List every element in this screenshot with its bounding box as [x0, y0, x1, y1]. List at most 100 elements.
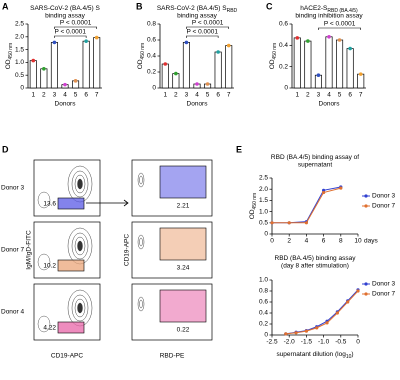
bar-dot: [226, 43, 231, 48]
y-tick-label: 1.0: [259, 277, 268, 284]
y-tick-label: 2.5: [15, 21, 24, 28]
chart-subtitle: binding assay: [45, 13, 85, 20]
y-tick-label: 0: [20, 85, 24, 92]
series-point: [304, 221, 308, 225]
chart-subtitle: supernatant: [298, 162, 333, 169]
contour: [71, 294, 89, 322]
annotation: P < 0.0001: [192, 20, 224, 27]
y-tick-label: 2.0: [259, 186, 268, 193]
legend-label: Donor 7: [372, 203, 396, 210]
series-point: [325, 321, 329, 325]
y-axis-label-part: OD: [5, 59, 12, 69]
annotation: P < 0.0001: [324, 21, 356, 28]
contour: [71, 170, 89, 198]
chart-title-part: RBD (BA.4/5): [327, 8, 358, 14]
y-tick-label: 0: [284, 85, 288, 92]
contour: [137, 234, 145, 250]
x-axis-label: Donors: [55, 101, 77, 108]
contour: [77, 302, 83, 314]
chart-subtitle: binding assay: [177, 13, 217, 20]
gate: [159, 227, 207, 261]
contour: [37, 253, 51, 271]
bar: [304, 40, 312, 89]
x-axis-label: CD19-APC: [51, 353, 83, 360]
annotation: P < 0.0001: [55, 29, 87, 36]
contour: [71, 232, 89, 260]
x-tick-label: 4: [195, 92, 199, 99]
legend-marker: [364, 204, 368, 208]
y-axis-label-part: OD: [249, 209, 256, 219]
bar-dot: [73, 79, 78, 83]
contour: [37, 191, 51, 209]
y-tick-label: 0: [264, 231, 268, 238]
legend-label: Donor 7: [372, 291, 396, 298]
x-tick-label: 2: [287, 238, 291, 245]
bar: [357, 73, 365, 89]
gate: [159, 165, 207, 199]
bar-dot: [31, 58, 36, 63]
bar: [29, 60, 37, 89]
contour: [139, 237, 143, 247]
bar-dot: [316, 73, 321, 77]
bar: [336, 39, 344, 89]
x-tick-label: 5: [74, 92, 78, 99]
x-tick-label: -1.5: [301, 339, 313, 346]
bar-dot: [306, 39, 310, 43]
x-tick-label: 8: [339, 238, 343, 245]
x-axis-label: Donors: [187, 101, 209, 108]
bar-dot: [216, 50, 220, 54]
gate-value: 3.24: [177, 265, 190, 272]
bar: [172, 73, 180, 89]
series-point: [356, 289, 360, 293]
panel-letter: B: [136, 1, 143, 11]
y-tick-label: 0.2: [147, 69, 156, 76]
bar: [182, 42, 190, 89]
bar: [225, 45, 233, 89]
x-tick-label: -0.5: [335, 339, 347, 346]
y-axis-label: OD450 nm: [269, 43, 279, 69]
contour: [137, 172, 145, 188]
contour: [37, 315, 51, 333]
x-tick-label: 2: [174, 92, 178, 99]
bar: [346, 48, 354, 89]
x-tick-label: 6: [348, 92, 352, 99]
row-label: Donor 3: [1, 185, 25, 192]
series-point: [346, 300, 350, 304]
gate: [57, 321, 85, 334]
bar-dot: [42, 67, 46, 71]
y-axis-label-part: OD: [137, 59, 144, 69]
series-point: [322, 188, 326, 192]
y-tick-label: 0.6: [147, 37, 156, 44]
x-tick-label: 5: [206, 92, 210, 99]
x-tick-label: 1: [31, 92, 35, 99]
bar: [325, 36, 333, 89]
y-tick-label: 0.5: [259, 220, 268, 227]
x-tick-label: 2: [42, 92, 46, 99]
x-tick-label: 2: [306, 92, 310, 99]
chart-title-part: RBD (BA.4/5) binding assay of: [271, 154, 359, 161]
bracket: [54, 35, 87, 38]
x-tick-label: -2.0: [284, 339, 296, 346]
chart-title-part: RBD: [227, 8, 238, 14]
series-point: [304, 329, 308, 333]
gate-value: 0.22: [177, 327, 190, 334]
y-tick-label: 0.2: [259, 321, 268, 328]
y-axis-label: OD450 nm: [137, 43, 147, 69]
series-line: [285, 290, 359, 335]
bar-dot: [174, 71, 178, 76]
gate-value: 4.22: [43, 325, 56, 332]
y-tick-label: 0.2: [279, 63, 288, 70]
x-tick-label: -2.5: [266, 339, 278, 346]
chart-title-part: SARS-CoV-2 (BA.4/5) S: [157, 5, 227, 12]
x-tick-label: 10: [354, 238, 362, 245]
y-axis-label: OD450 nm: [249, 193, 259, 219]
gate-arrow: [86, 199, 129, 207]
chart-title: SARS-CoV-2 (BA.4/5) SRBD: [157, 5, 238, 15]
chart-subtitle: binding inhibition assay: [295, 13, 363, 20]
x-tick-label: 6: [84, 92, 88, 99]
contour: [139, 175, 143, 185]
gate: [57, 197, 85, 210]
contour: [137, 296, 145, 312]
y-tick-label: 0.8: [147, 21, 156, 28]
bar-dot: [358, 72, 363, 76]
